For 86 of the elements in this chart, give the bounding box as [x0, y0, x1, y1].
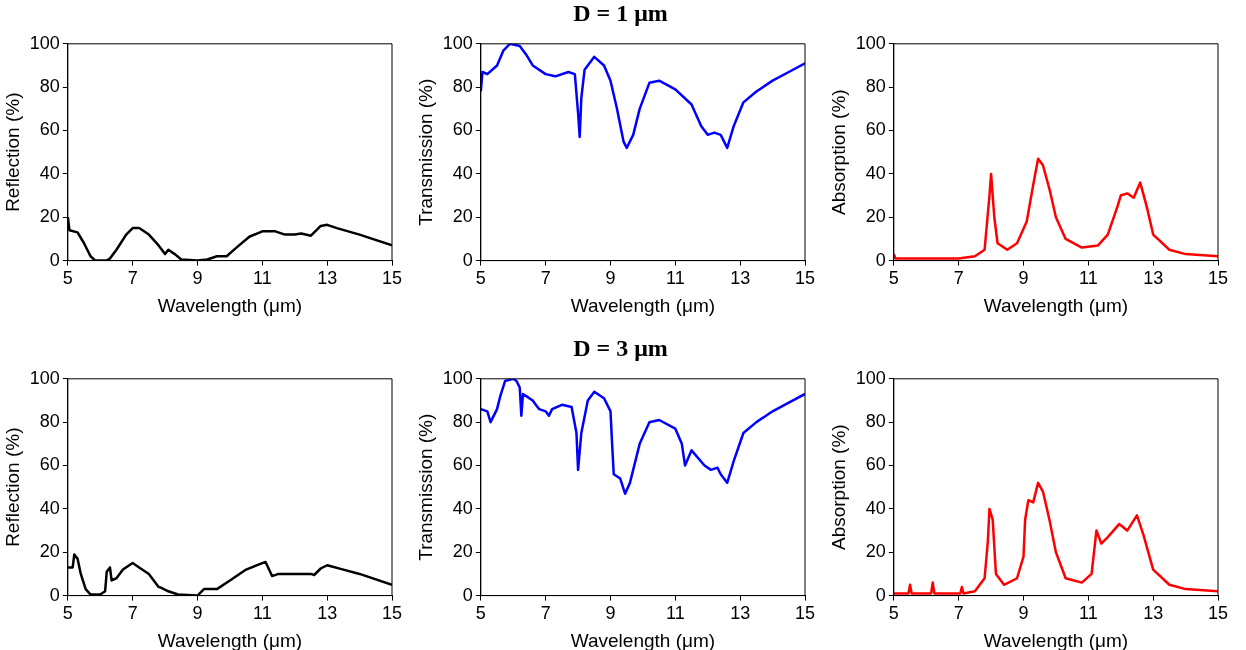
x-tick-label: 9 [605, 268, 616, 289]
y-tick-label: 0 [875, 249, 886, 270]
chart-title: D = 3 μm [572, 335, 669, 363]
y-tick-label: 0 [875, 584, 886, 605]
y-axis-title: Transmission (%) [414, 78, 436, 226]
y-tick-label: 40 [39, 497, 60, 518]
y-tick-label: 20 [865, 206, 886, 227]
x-axis-title: Wavelength (μm) [570, 629, 716, 650]
x-tick-label: 15 [381, 268, 403, 289]
y-tick-label: 40 [865, 162, 886, 183]
x-tick-label: 13 [1143, 603, 1164, 624]
y-tick-label: 20 [452, 206, 473, 227]
y-tick-label: 20 [865, 541, 886, 562]
x-tick-label: 9 [192, 268, 203, 289]
y-tick-label: 60 [865, 119, 886, 140]
x-tick-label: 13 [317, 603, 338, 624]
x-tick-label: 7 [127, 268, 138, 289]
x-axis-title: Wavelength (μm) [983, 294, 1129, 316]
x-tick-label: 11 [1078, 603, 1098, 624]
x-tick-label: 11 [252, 603, 272, 624]
y-tick-label: 0 [462, 584, 473, 605]
x-tick-label: 9 [605, 603, 616, 624]
y-tick-label: 20 [39, 206, 60, 227]
y-tick-label: 80 [39, 411, 60, 432]
y-tick-label: 20 [452, 541, 473, 562]
x-tick-label: 7 [540, 268, 551, 289]
x-tick-label: 11 [665, 603, 685, 624]
x-tick-label: 5 [62, 603, 73, 624]
x-tick-label: 11 [1078, 268, 1098, 289]
y-tick-label: 80 [452, 76, 473, 97]
y-tick-label: 80 [39, 76, 60, 97]
y-axis-title: Transmission (%) [414, 413, 436, 561]
y-tick-label: 80 [865, 76, 886, 97]
x-tick-label: 13 [730, 268, 751, 289]
x-axis-title: Wavelength (μm) [157, 629, 303, 650]
x-tick-label: 9 [1018, 268, 1029, 289]
x-axis-title: Wavelength (μm) [570, 294, 716, 316]
x-tick-label: 7 [540, 603, 551, 624]
x-tick-label: 15 [794, 268, 816, 289]
y-tick-label: 100 [855, 32, 886, 53]
x-tick-label: 5 [62, 268, 73, 289]
y-tick-label: 0 [462, 249, 473, 270]
y-tick-label: 0 [49, 584, 60, 605]
y-tick-label: 60 [39, 119, 60, 140]
y-tick-label: 20 [39, 541, 60, 562]
y-axis-title: Absorption (%) [827, 89, 849, 216]
y-tick-label: 80 [865, 411, 886, 432]
y-tick-label: 60 [39, 454, 60, 475]
y-tick-label: 80 [452, 411, 473, 432]
x-tick-label: 11 [252, 268, 272, 289]
x-tick-label: 5 [475, 603, 486, 624]
x-tick-label: 15 [381, 603, 403, 624]
y-tick-label: 40 [452, 162, 473, 183]
x-tick-label: 7 [953, 268, 964, 289]
x-tick-label: 7 [953, 603, 964, 624]
y-tick-label: 100 [442, 32, 473, 53]
x-tick-label: 5 [888, 268, 899, 289]
y-tick-label: 100 [442, 367, 473, 388]
x-tick-label: 13 [730, 603, 751, 624]
x-axis-title: Wavelength (μm) [157, 294, 303, 316]
y-tick-label: 40 [39, 162, 60, 183]
x-tick-label: 13 [317, 268, 338, 289]
y-axis-title: Reflection (%) [1, 92, 23, 212]
x-axis-title: Wavelength (μm) [983, 629, 1129, 650]
x-tick-label: 9 [1018, 603, 1029, 624]
x-tick-label: 11 [665, 268, 685, 289]
y-tick-label: 60 [452, 454, 473, 475]
chart-title: D = 1 μm [572, 0, 669, 28]
x-tick-label: 15 [794, 603, 816, 624]
x-tick-label: 5 [475, 268, 486, 289]
y-tick-label: 100 [29, 32, 60, 53]
y-tick-label: 40 [865, 497, 886, 518]
x-tick-label: 9 [192, 603, 203, 624]
y-tick-label: 60 [865, 454, 886, 475]
y-tick-label: 40 [452, 497, 473, 518]
y-tick-label: 100 [855, 367, 886, 388]
y-tick-label: 0 [49, 249, 60, 270]
x-tick-label: 5 [888, 603, 899, 624]
x-tick-label: 7 [127, 603, 138, 624]
x-tick-label: 13 [1143, 268, 1164, 289]
y-axis-title: Reflection (%) [1, 427, 23, 547]
x-tick-label: 15 [1207, 603, 1229, 624]
y-axis-title: Absorption (%) [827, 424, 849, 551]
y-tick-label: 60 [452, 119, 473, 140]
x-tick-label: 15 [1207, 268, 1229, 289]
y-tick-label: 100 [29, 367, 60, 388]
